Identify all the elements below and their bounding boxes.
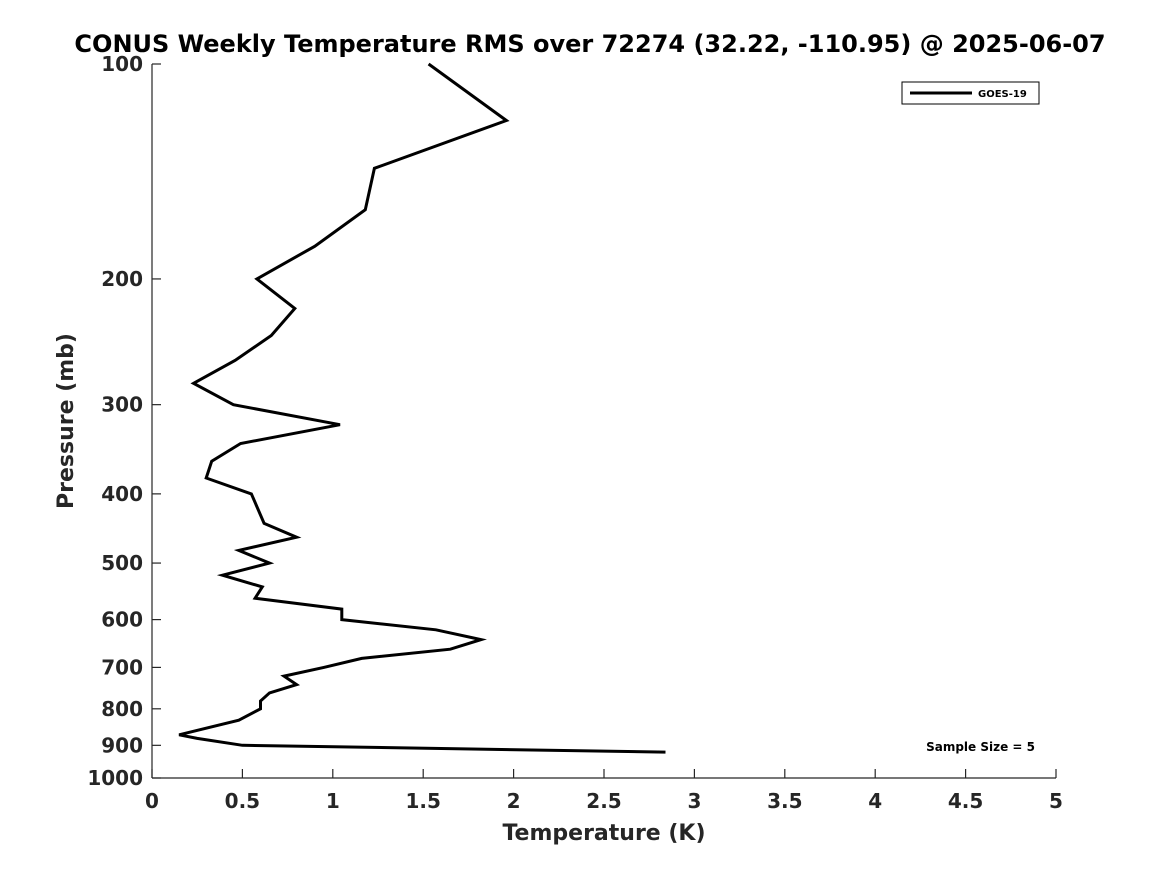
x-tick-label: 1 [326, 789, 340, 813]
y-tick-label: 600 [101, 608, 143, 632]
x-tick-label: 1.5 [405, 789, 440, 813]
x-ticks: 0 0.5 1 1.5 2 2.5 3 3.5 4 4.5 5 [145, 769, 1063, 813]
y-tick-label: 700 [101, 655, 143, 679]
x-tick-label: 4.5 [948, 789, 983, 813]
x-tick-label: 2.5 [586, 789, 621, 813]
chart-title: CONUS Weekly Temperature RMS over 72274 … [74, 30, 1105, 58]
y-tick-label: 500 [101, 551, 143, 575]
series-line-0 [178, 62, 666, 754]
y-tick-label: 200 [101, 267, 143, 291]
series-layer [178, 62, 666, 754]
y-tick-label: 900 [101, 733, 143, 757]
x-tick-label: 3 [687, 789, 701, 813]
legend: GOES-19 [901, 81, 1040, 105]
x-tick-label: 0 [145, 789, 159, 813]
y-tick-label: 1000 [87, 766, 143, 790]
y-tick-label: 100 [101, 52, 143, 76]
x-tick-label: 2 [507, 789, 521, 813]
x-tick-label: 3.5 [767, 789, 802, 813]
x-tick-label: 4 [868, 789, 882, 813]
y-axis-label: Pressure (mb) [54, 333, 79, 509]
y-tick-label: 300 [101, 393, 143, 417]
x-axis-label: Temperature (K) [502, 821, 705, 846]
legend-label: GOES-19 [978, 89, 1027, 100]
sample-size-annotation: Sample Size = 5 [926, 740, 1035, 754]
x-tick-label: 5 [1049, 789, 1063, 813]
y-tick-label: 400 [101, 482, 143, 506]
plot-area: 0 0.5 1 1.5 2 2.5 3 3.5 4 4.5 5 100 200 300 400 500 600… [87, 52, 1063, 813]
y-ticks: 100 200 300 400 500 600 700 800 900 1000 [87, 52, 161, 790]
y-tick-label: 800 [101, 697, 143, 721]
x-tick-label: 0.5 [225, 789, 260, 813]
